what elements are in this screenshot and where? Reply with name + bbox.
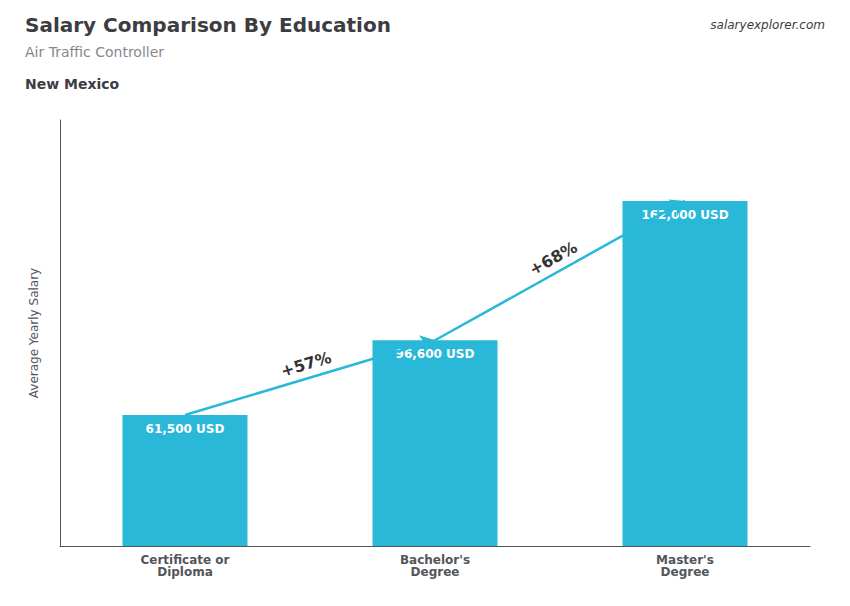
- svg-text:Master's: Master's: [656, 553, 714, 567]
- svg-text:Degree: Degree: [661, 565, 710, 579]
- svg-text:New Mexico: New Mexico: [25, 76, 120, 92]
- svg-text:Average Yearly Salary: Average Yearly Salary: [27, 268, 41, 398]
- svg-text:Certificate or: Certificate or: [140, 553, 230, 567]
- svg-text:Degree: Degree: [411, 565, 460, 579]
- svg-text:+68%: +68%: [526, 237, 580, 279]
- svg-text:61,500 USD: 61,500 USD: [146, 422, 225, 436]
- svg-text:162,000 USD: 162,000 USD: [641, 208, 728, 222]
- svg-text:salaryexplorer.com: salaryexplorer.com: [710, 18, 825, 32]
- svg-text:Diploma: Diploma: [157, 565, 213, 579]
- svg-text:Salary Comparison By Education: Salary Comparison By Education: [25, 13, 391, 37]
- svg-text:+57%: +57%: [278, 348, 333, 381]
- svg-text:96,600 USD: 96,600 USD: [395, 347, 475, 362]
- svg-text:Air Traffic Controller: Air Traffic Controller: [25, 44, 164, 60]
- svg-text:Bachelor's: Bachelor's: [399, 553, 471, 567]
